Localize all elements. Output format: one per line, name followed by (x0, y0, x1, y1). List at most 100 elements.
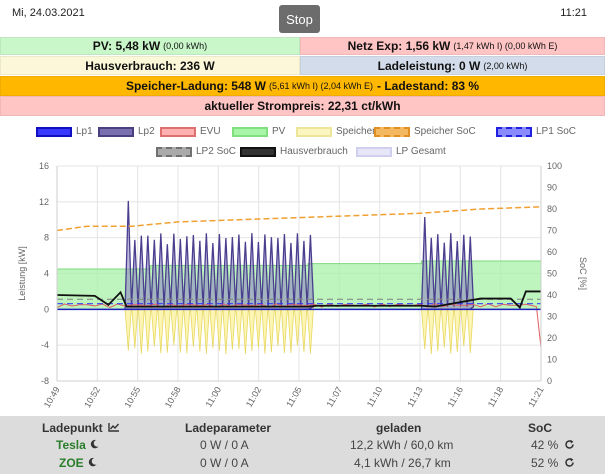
legend-lp1[interactable]: Lp1 (36, 126, 93, 137)
legend-pv[interactable]: PV (232, 126, 285, 137)
x-tick-label: 11:00 (203, 385, 223, 409)
speicher-soc-line (56, 206, 542, 232)
netz-energy: (1,47 kWh I) (0,00 kWh E) (453, 41, 558, 51)
lp2-series-area (124, 200, 315, 310)
speicher-series-area (124, 303, 315, 355)
soc-value[interactable]: 52 % (531, 456, 575, 470)
hausverbrauch-summary: Hausverbrauch: 236 W (0, 56, 300, 75)
x-tick-label: 11:07 (324, 385, 344, 409)
speicher-value: Speicher-Ladung: 548 W (125, 79, 266, 93)
x-tick-label: 11:21 (526, 385, 546, 409)
y-left-axis-label: Leistung [kW] (17, 246, 27, 301)
y-left-tick-label: 4 (44, 269, 49, 279)
legend-lp2-swatch (98, 126, 134, 137)
y-right-tick-label: 10 (547, 355, 557, 365)
header-ladepunkt: Ladepunkt (42, 421, 120, 435)
geladen-value: 12,2 kWh / 60,0 km (350, 438, 454, 452)
legend-speicher-swatch (296, 126, 332, 137)
y-right-tick-label: 20 (547, 333, 557, 343)
date-label: Mi, 24.03.2021 (12, 7, 85, 19)
pv-summary: PV: 5,48 kW (0,00 kWh) (0, 37, 300, 55)
netz-value: Netz Exp: 1,56 kW (347, 39, 451, 53)
y-right-tick-label: 40 (547, 290, 557, 300)
ladeparameter-value: 0 W / 0 A (200, 456, 249, 470)
y-right-tick-label: 80 (547, 204, 557, 214)
y-left-tick-label: 16 (39, 161, 49, 171)
legend-pv-swatch (232, 126, 268, 137)
pv-value: PV: 5,48 kW (92, 39, 161, 53)
evu-area (56, 303, 542, 348)
legend-hausverbrauch[interactable]: Hausverbrauch (240, 146, 348, 157)
legend-lp-gesamt-swatch (356, 146, 392, 157)
y-left-tick-label: 0 (44, 304, 49, 314)
refresh-icon[interactable] (564, 457, 575, 468)
speicher-summary: Speicher-Ladung: 548 W (5,61 kWh I) (2,0… (0, 76, 605, 96)
speicher-series-area (421, 303, 475, 355)
y-right-tick-label: 90 (547, 183, 557, 193)
legend-lp1-soc[interactable]: LP1 SoC (496, 126, 576, 137)
table-row: Tesla 0 W / 0 A 12,2 kWh / 60,0 km 42 % (0, 436, 605, 455)
top-bar: Mi, 24.03.2021 Stop 11:21 (0, 0, 605, 35)
moon-icon[interactable] (90, 439, 99, 449)
hausverbrauch-value: Hausverbrauch: 236 W (85, 58, 215, 73)
hausverbrauch-line (56, 290, 541, 310)
y-left-tick-label: 12 (39, 197, 49, 207)
y-right-tick-label: 0 (547, 376, 552, 386)
soc-value[interactable]: 42 % (531, 438, 575, 452)
speicher-energy: (5,61 kWh I) (2,04 kWh E) (268, 81, 374, 91)
y-right-tick-label: 70 (547, 226, 557, 236)
legend-lp-gesamt[interactable]: LP Gesamt (356, 146, 446, 157)
legend-evu[interactable]: EVU (160, 126, 221, 137)
header-geladen: geladen (376, 421, 422, 435)
chart-line-icon[interactable] (108, 422, 120, 432)
legend-evu-swatch (160, 126, 196, 137)
soc-lines (56, 206, 542, 305)
legend-lp2-soc[interactable]: LP2 SoC (156, 146, 236, 157)
hausverbrauch-series-line (56, 290, 541, 310)
chart-legend: Lp1 Lp2 EVU PV Speicher Speicher SoC LP1… (0, 122, 605, 162)
legend-speicher-soc[interactable]: Speicher SoC (374, 126, 476, 137)
x-tick-label: 11:02 (244, 385, 264, 409)
ladepunkt-table (0, 416, 605, 474)
y-right-tick-label: 60 (547, 247, 557, 257)
table-row: ZOE 0 W / 0 A 4,1 kWh / 26,7 km 52 % (0, 454, 605, 473)
x-tick-label: 11:05 (284, 385, 304, 409)
x-tick-label: 11:10 (365, 385, 385, 409)
strompreis-summary: aktueller Strompreis: 22,31 ct/kWh (0, 96, 605, 116)
y-right-tick-label: 100 (547, 161, 562, 171)
moon-icon[interactable] (88, 457, 97, 467)
legend-lp1-soc-swatch (496, 126, 532, 137)
x-tick-label: 11:13 (405, 385, 425, 409)
refresh-icon[interactable] (564, 439, 575, 450)
x-tick-label: 10:49 (42, 385, 62, 410)
evu-series-line (56, 303, 542, 348)
y-right-axis-label: SoC [%] (578, 257, 588, 290)
legend-lp2[interactable]: Lp2 (98, 126, 155, 137)
pv-energy: (0,00 kWh) (163, 41, 208, 51)
ladeleistung-summary: Ladeleistung: 0 W (2,00 kWh) (300, 56, 605, 75)
y-right-tick-label: 30 (547, 312, 557, 322)
x-tick-label: 11:16 (445, 385, 465, 409)
legend-speicher[interactable]: Speicher (296, 126, 375, 137)
netz-summary: Netz Exp: 1,56 kW (1,47 kWh I) (0,00 kWh… (300, 37, 605, 55)
legend-speicher-soc-swatch (374, 126, 410, 137)
y-right-tick-label: 50 (547, 269, 557, 279)
ladeparameter-value: 0 W / 0 A (200, 438, 249, 452)
time-label: 11:21 (560, 7, 587, 19)
stop-button[interactable]: Stop (279, 5, 320, 33)
header-soc: SoC (528, 421, 552, 435)
speicher-ladestand: - Ladestand: 83 % (377, 79, 480, 93)
vehicle-name[interactable]: Tesla (56, 438, 99, 452)
vehicle-name[interactable]: ZOE (59, 456, 97, 470)
legend-lp1-swatch (36, 126, 72, 137)
legend-lp2-soc-swatch (156, 146, 192, 157)
header-ladeparameter: Ladeparameter (185, 421, 272, 435)
x-tick-label: 10:58 (163, 385, 183, 410)
y-left-tick-label: -8 (41, 376, 49, 386)
ladeleistung-value: Ladeleistung: 0 W (377, 58, 481, 73)
ladeleistung-energy: (2,00 kWh) (483, 60, 528, 71)
legend-hausverbrauch-swatch (240, 146, 276, 157)
y-left-tick-label: -4 (41, 340, 49, 350)
x-tick-label: 11:18 (486, 385, 506, 409)
